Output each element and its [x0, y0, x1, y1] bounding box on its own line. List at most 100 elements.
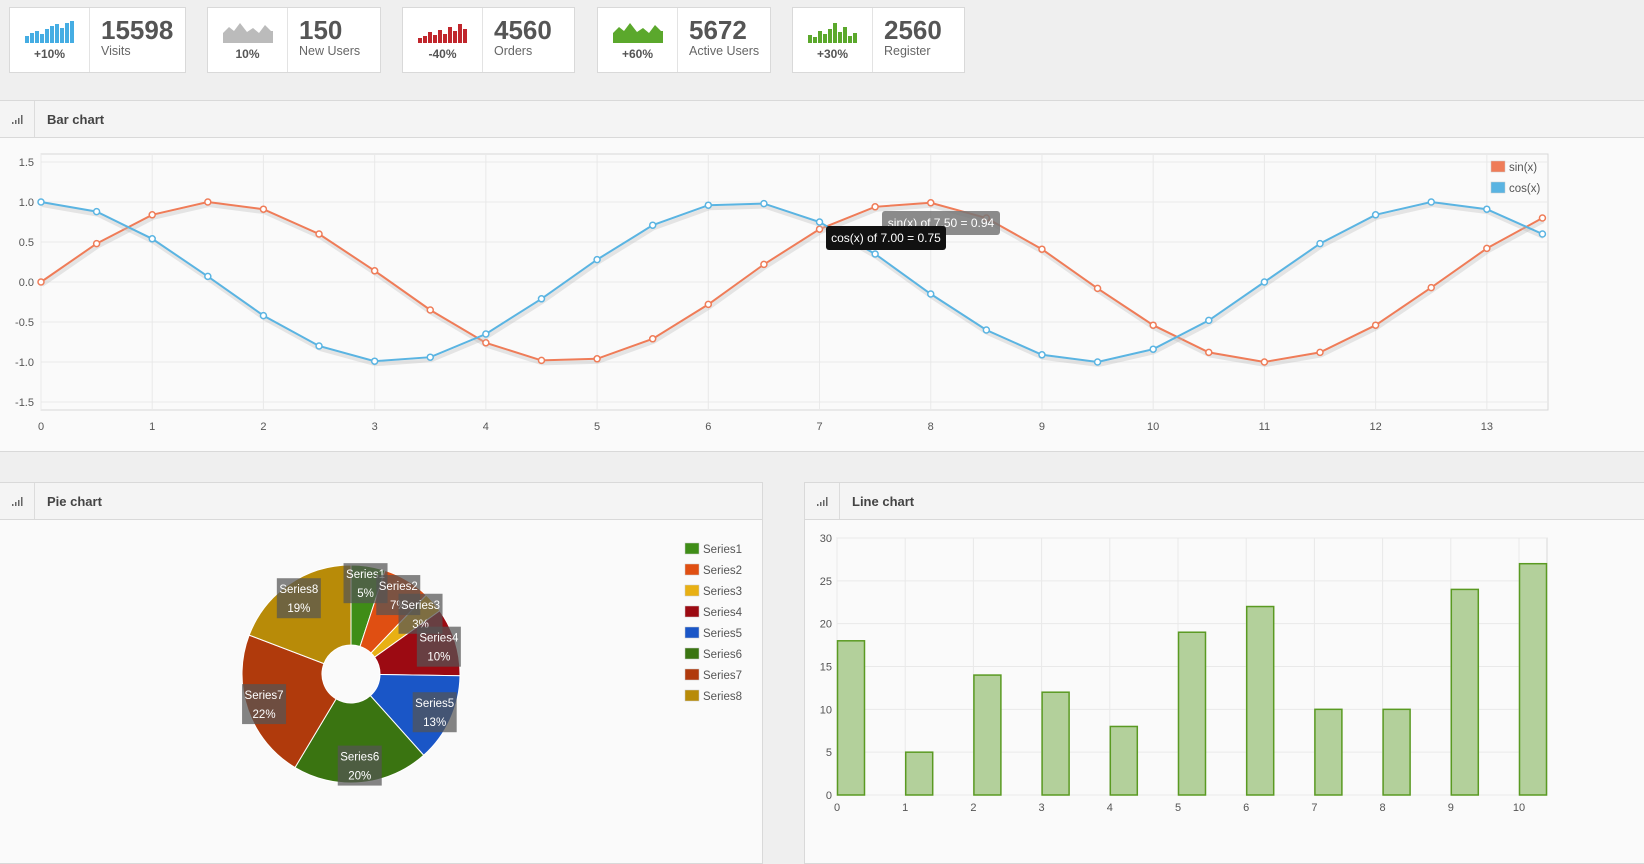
x-tick-label: 6	[1243, 802, 1249, 814]
stat-box-register: +30% 2560 Register	[792, 7, 965, 73]
data-point	[315, 230, 323, 238]
sparkline-bar	[812, 37, 817, 43]
stat-change: -40%	[428, 47, 457, 61]
data-point	[1371, 321, 1380, 329]
data-point	[1205, 316, 1213, 325]
stat-label: Orders	[494, 44, 533, 58]
bar	[836, 640, 866, 796]
legend-label: Series6	[703, 649, 742, 661]
sparkline-bar	[54, 24, 59, 43]
sparkline-area-icon	[222, 23, 273, 43]
x-tick-label: 5	[1175, 802, 1181, 814]
slice-label-value: 19%	[287, 603, 310, 615]
legend-swatch	[684, 563, 700, 576]
data-point	[1149, 321, 1157, 329]
y-tick-label: 0	[826, 790, 832, 802]
y-tick-label: 10	[820, 704, 832, 716]
sin-cos-line-chart[interactable]: 1.51.00.50.0-0.5-1.0-1.50 1 2 3 4 5 6 7 8 9 10 11 12…	[0, 138, 1644, 450]
data-point	[871, 203, 879, 211]
y-tick-label: 20	[820, 619, 832, 631]
x-tick-label: 7	[816, 421, 822, 433]
data-point	[370, 267, 379, 275]
bar	[1177, 631, 1207, 796]
bar	[973, 674, 1002, 796]
x-tick-label: 4	[1107, 802, 1113, 814]
legend-swatch	[684, 542, 700, 555]
stat-change: +30%	[816, 47, 849, 61]
legend-label: sin(x)	[1509, 162, 1537, 174]
bar	[1314, 708, 1343, 796]
tooltip-text: cos(x) of 7.00 = 0.75	[831, 231, 941, 245]
stat-value: 4560	[494, 15, 552, 45]
sparkline-bar	[427, 32, 432, 43]
bar-chart-panel: Bar chart 1.5 1.0 0.5 0.0 -0.5 -1.0 -1.5 0 1 2 3 4 5…	[0, 100, 1644, 452]
slice-label-value: 13%	[423, 717, 446, 729]
x-tick-label: 1	[902, 802, 908, 814]
stat-label: Visits	[101, 44, 131, 58]
y-tick-label: -1.0	[15, 357, 34, 369]
stat-box-new-users: 10% 150 New Users	[207, 7, 381, 73]
data-point	[1371, 211, 1380, 219]
stat-box-orders: -40% 4560 Orders	[402, 7, 575, 73]
pie-chart-header: Pie chart	[0, 483, 762, 520]
data-point	[1038, 245, 1046, 253]
signal-icon	[0, 483, 35, 519]
slice-label-name: Series6	[340, 752, 379, 764]
bar	[1450, 588, 1480, 796]
slice-label-value: 22%	[253, 709, 276, 721]
x-tick-label: 7	[1311, 802, 1317, 814]
data-point	[482, 330, 490, 338]
data-point	[871, 250, 879, 258]
sparkline-bar	[832, 23, 837, 43]
sparkline-bar	[852, 33, 857, 43]
sparkline-bar	[417, 38, 422, 43]
stat-label: Register	[884, 44, 931, 58]
data-point	[704, 201, 713, 209]
data-point	[648, 221, 657, 229]
data-point	[148, 211, 156, 219]
data-point	[37, 278, 45, 286]
sparkline-area	[612, 23, 663, 43]
data-point	[815, 218, 824, 226]
data-point	[426, 306, 435, 314]
y-tick-label: -1.5	[15, 397, 34, 409]
x-tick-label: 11	[1259, 421, 1270, 433]
slice-label-name: Series7	[245, 690, 284, 702]
sparkline-bars-icon	[417, 24, 467, 43]
data-point	[1260, 358, 1269, 366]
sparkline-bar	[447, 27, 452, 43]
line-chart-header: Line chart	[805, 483, 1644, 520]
x-tick-label: 5	[594, 421, 600, 433]
stat-value: 150	[299, 15, 343, 45]
sparkline-bar	[817, 31, 822, 43]
data-point	[1427, 283, 1435, 292]
sparkline-bar	[452, 31, 457, 43]
data-point	[92, 239, 101, 248]
data-point	[1316, 239, 1324, 248]
data-point	[593, 255, 601, 264]
y-tick-label: 30	[820, 533, 832, 545]
sparkline-bar	[842, 27, 847, 43]
data-point	[204, 272, 212, 281]
sparkline-bar	[49, 26, 54, 43]
slice-label-box	[416, 626, 461, 667]
slice-label-name: Series3	[401, 600, 440, 612]
stat-box-visits: +10% 15598 Visits	[9, 7, 186, 73]
x-tick-label: 1	[149, 421, 155, 433]
donut-pie-chart[interactable]: Series15%Series27%Series33%Series410%Ser…	[0, 520, 762, 860]
data-point	[370, 357, 379, 365]
legend-swatch	[684, 668, 700, 681]
sparkline-bar	[39, 34, 44, 43]
column-chart[interactable]: 30 25 20 15 10 5 00 1 2 3 4 5 6 7 8 9 10	[805, 520, 1644, 860]
sparkline-bar	[29, 33, 34, 43]
stat-change: +60%	[621, 47, 654, 61]
data-point	[1538, 214, 1547, 222]
stat-change: 10%	[235, 47, 260, 61]
sparkline-bar	[422, 36, 427, 43]
y-tick-label: 15	[820, 662, 832, 674]
sparkline-bars-icon	[807, 23, 857, 43]
legend-label: Series3	[703, 586, 742, 598]
bar	[1382, 708, 1411, 796]
data-point	[1205, 348, 1213, 357]
data-point	[259, 205, 268, 213]
